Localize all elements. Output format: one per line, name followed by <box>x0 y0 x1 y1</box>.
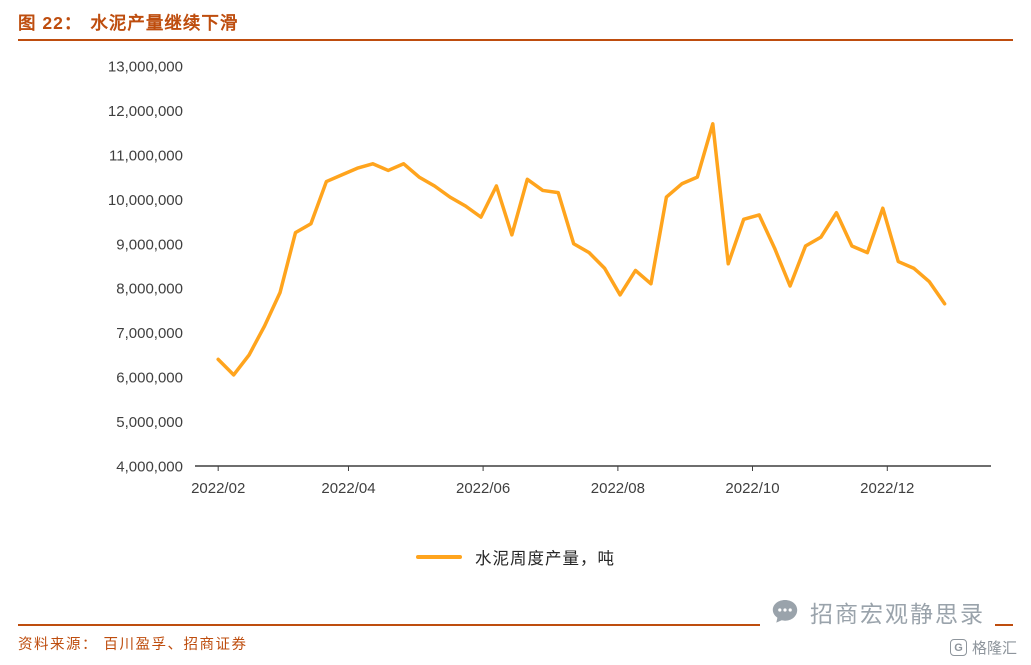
svg-text:2022/10: 2022/10 <box>725 480 779 497</box>
legend-label: 水泥周度产量，吨 <box>475 550 615 568</box>
svg-text:11,000,000: 11,000,000 <box>109 147 183 164</box>
cement-production-line-chart: 4,000,000 5,000,000 6,000,000 7,000,000 8,00… <box>108 59 991 497</box>
svg-text:5,000,000: 5,000,000 <box>116 414 183 431</box>
footer-divider <box>18 624 1013 626</box>
chat-bubble-icon <box>772 600 798 623</box>
title-divider <box>18 39 1013 41</box>
figure-title: 图 22： 水泥产量继续下滑 <box>18 10 238 35</box>
figure-caption: 水泥产量继续下滑 <box>90 13 239 33</box>
svg-text:8,000,000: 8,000,000 <box>116 281 183 298</box>
svg-text:2022/12: 2022/12 <box>860 480 914 497</box>
svg-text:9,000,000: 9,000,000 <box>116 236 183 253</box>
legend-line-marker <box>416 555 462 559</box>
svg-text:13,000,000: 13,000,000 <box>108 59 183 76</box>
watermark-text: 招商宏观静思录 <box>810 601 985 627</box>
svg-text:7,000,000: 7,000,000 <box>116 325 183 342</box>
gelonghui-text: 格隆汇 <box>971 640 1017 657</box>
svg-text:10,000,000: 10,000,000 <box>108 192 183 209</box>
gelonghui-logo: G 格隆汇 <box>949 637 1017 658</box>
svg-text:2022/04: 2022/04 <box>321 480 375 497</box>
svg-text:4,000,000: 4,000,000 <box>116 459 183 476</box>
svg-text:2022/08: 2022/08 <box>591 480 645 497</box>
svg-text:2022/06: 2022/06 <box>456 480 510 497</box>
figure-number-label: 图 22： <box>18 13 83 33</box>
watermark: 招商宏观静思录 <box>760 590 995 634</box>
gelonghui-icon: G <box>949 639 967 656</box>
svg-text:12,000,000: 12,000,000 <box>108 103 183 120</box>
svg-text:2022/02: 2022/02 <box>191 480 245 497</box>
chart-legend: 水泥周度产量，吨 <box>0 545 1031 569</box>
source-note: 资料来源： 百川盈孚、招商证券 <box>18 637 248 653</box>
svg-text:6,000,000: 6,000,000 <box>116 370 183 387</box>
